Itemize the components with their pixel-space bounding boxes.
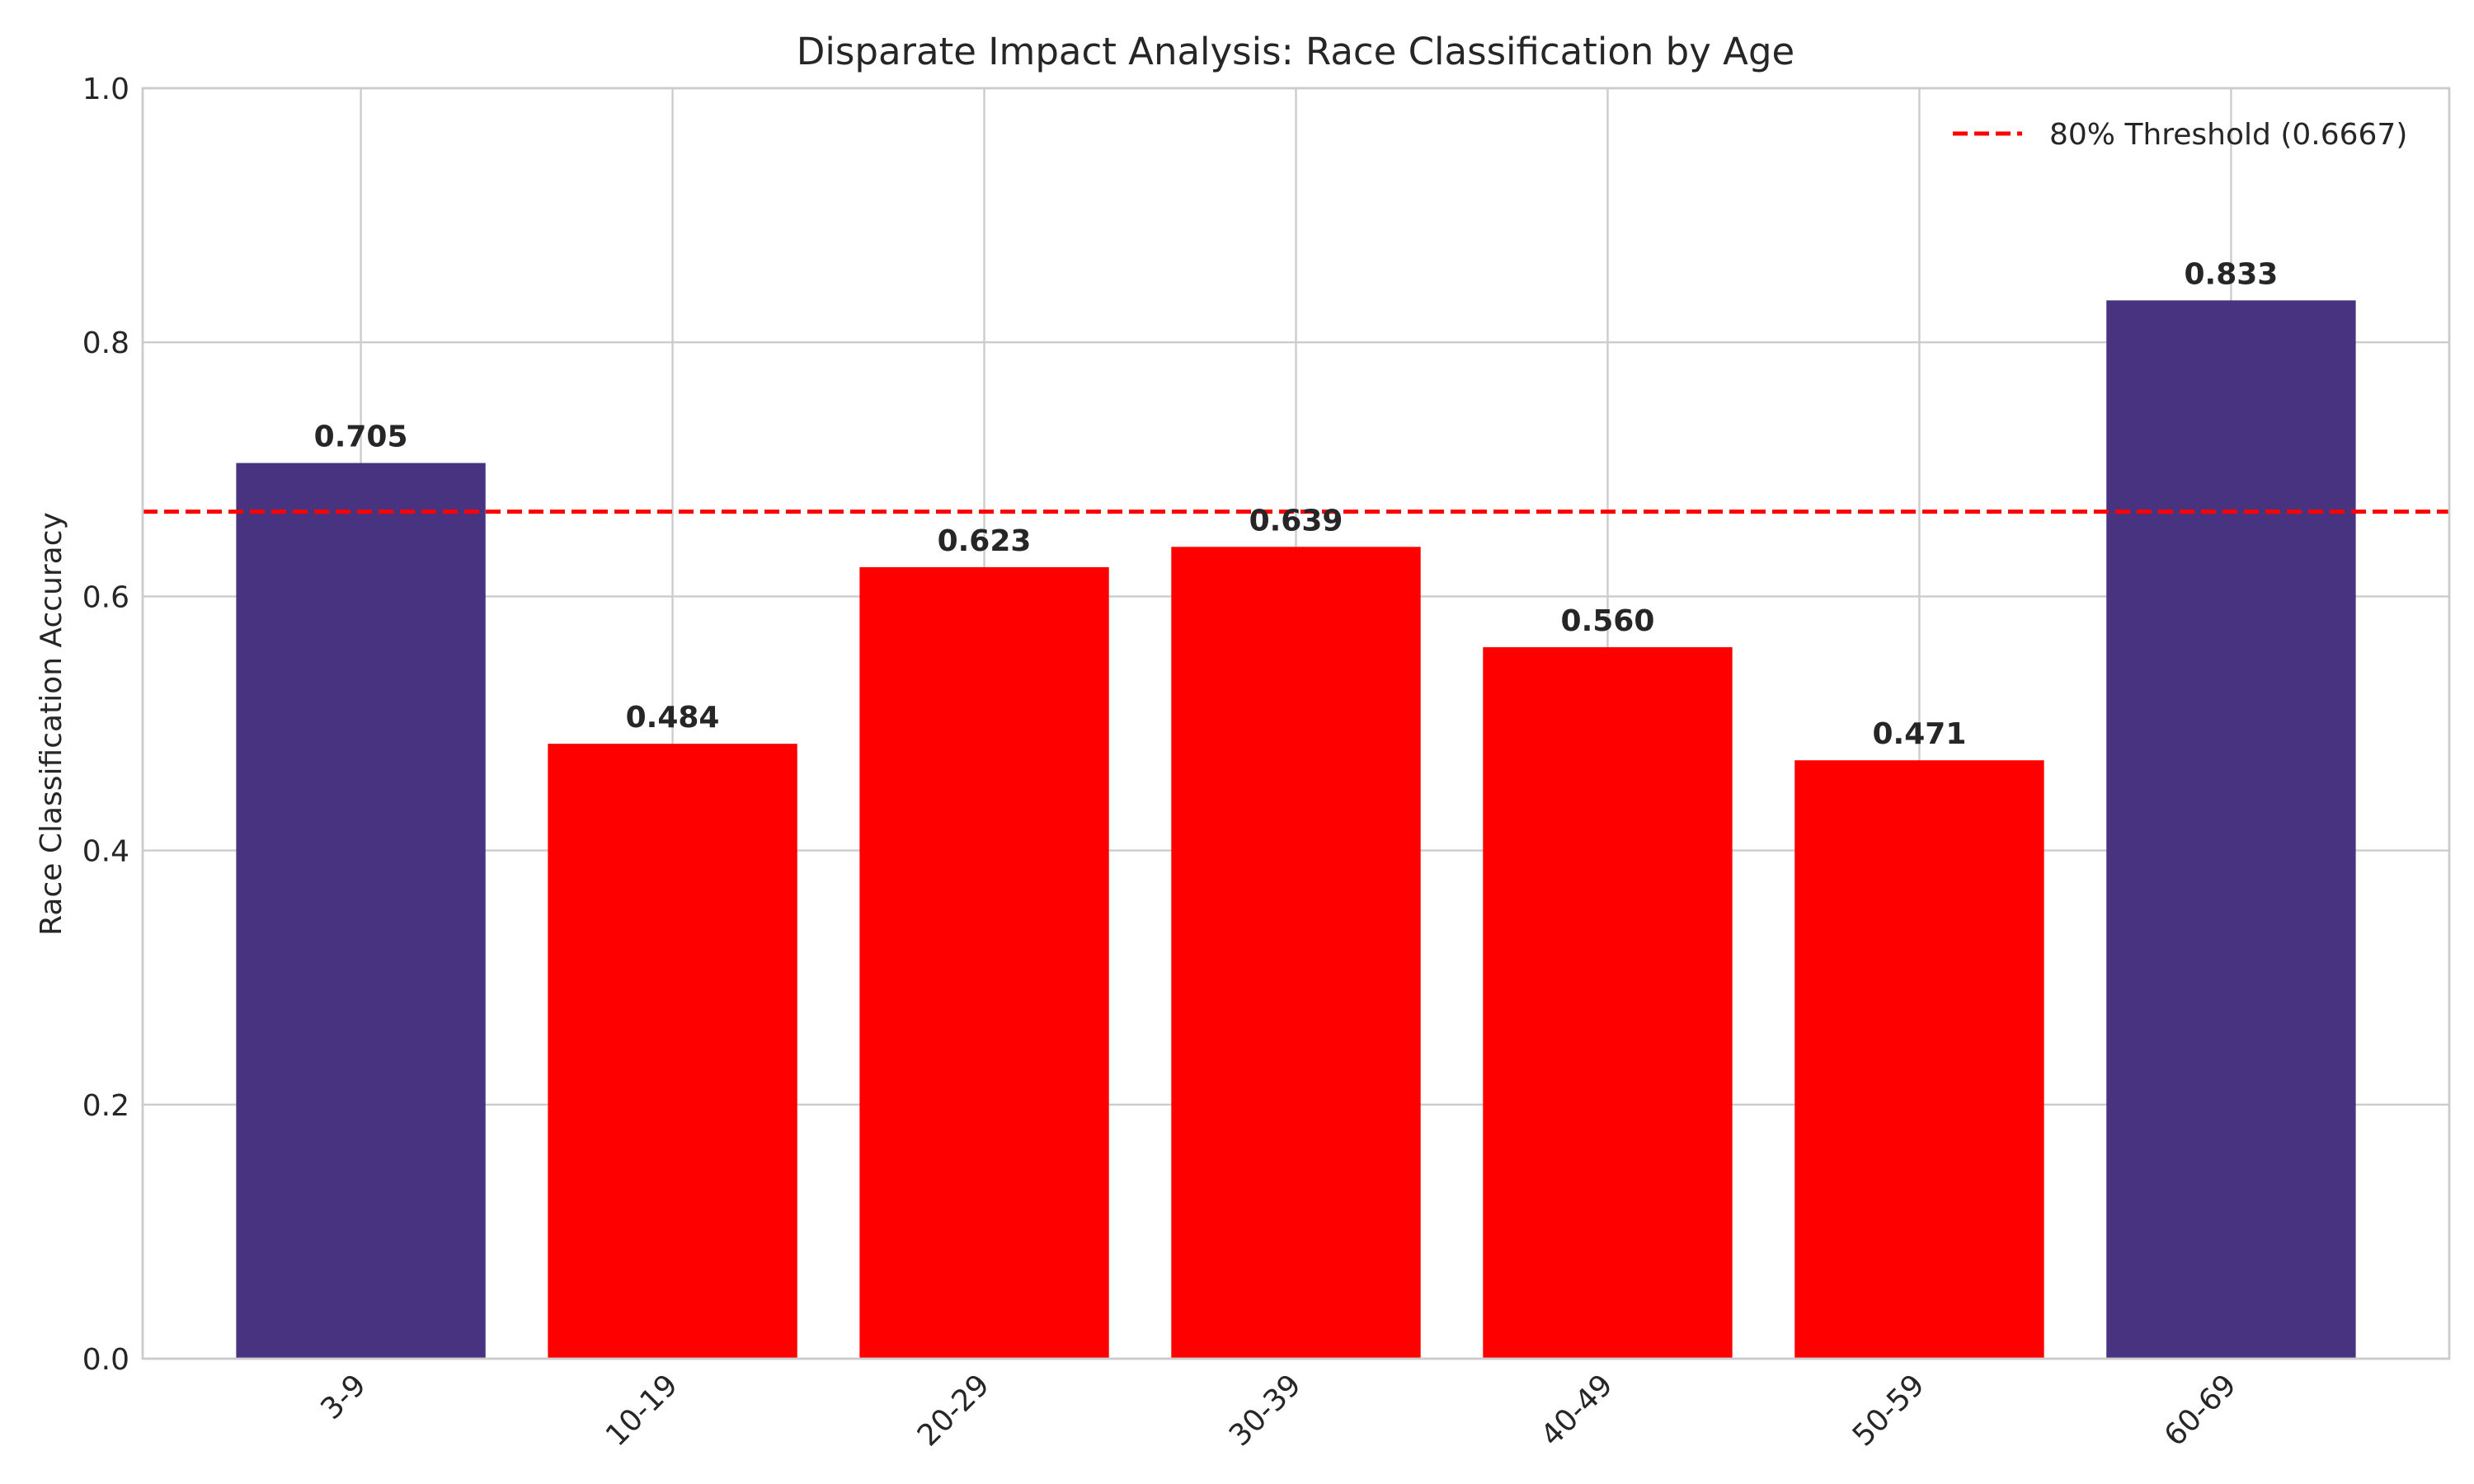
bar-50-59 xyxy=(1794,760,2044,1359)
bar-40-49 xyxy=(1483,647,1733,1359)
bars xyxy=(236,300,2356,1360)
chart-title: Disparate Impact Analysis: Race Classifi… xyxy=(797,30,1794,73)
bar-value-label: 0.639 xyxy=(1249,504,1343,538)
data-labels: 0.705 0.484 0.623 0.639 0.560 0.471 0.833 xyxy=(314,257,2279,751)
legend: 80% Threshold (0.6667) xyxy=(1953,118,2407,152)
bar-60-69 xyxy=(2106,300,2356,1360)
bar-value-label: 0.833 xyxy=(2184,257,2278,291)
y-tick-label: 0.0 xyxy=(82,1343,129,1377)
bar-3-9 xyxy=(236,463,486,1359)
y-tick-label: 0.6 xyxy=(82,580,129,614)
bar-value-label: 0.560 xyxy=(1561,604,1655,638)
bar-30-39 xyxy=(1171,547,1421,1359)
y-tick-label: 0.4 xyxy=(82,835,129,869)
y-axis-label: Race Classification Accuracy xyxy=(35,512,68,936)
y-tick-label: 1.0 xyxy=(82,73,129,106)
y-tick-label: 0.2 xyxy=(82,1089,129,1123)
bar-value-label: 0.705 xyxy=(314,420,408,454)
bar-value-label: 0.484 xyxy=(626,701,720,735)
bar-20-29 xyxy=(859,566,1109,1359)
legend-threshold-label: 80% Threshold (0.6667) xyxy=(2049,118,2407,152)
y-tick-label: 0.8 xyxy=(82,326,129,360)
plot-frame xyxy=(141,87,2451,1360)
bar-10-19 xyxy=(548,744,797,1359)
bar-value-label: 0.471 xyxy=(1873,717,1967,751)
bar-value-label: 0.623 xyxy=(938,524,1032,558)
